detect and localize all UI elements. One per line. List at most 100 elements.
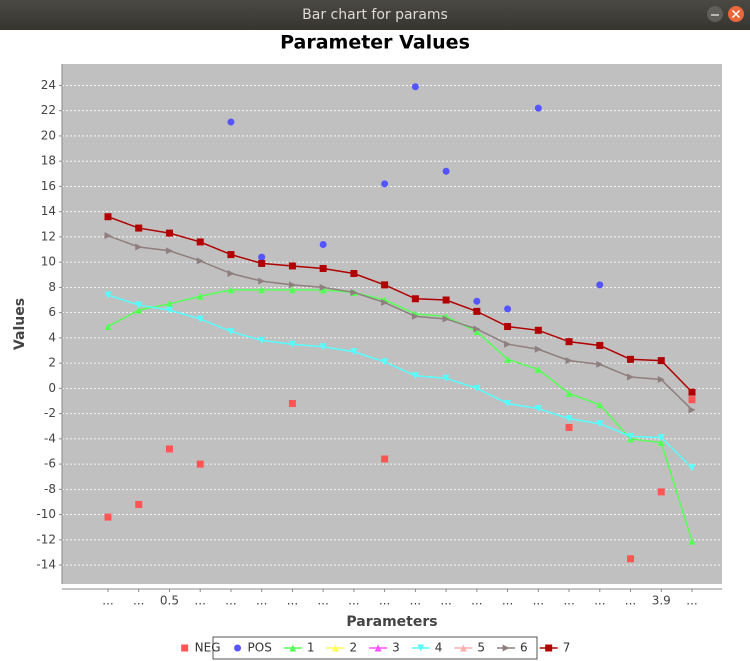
series-line: [107, 216, 693, 393]
marker: [473, 307, 481, 315]
x-tick-label: ...: [379, 594, 390, 608]
marker: [288, 281, 296, 289]
window-controls[interactable]: [707, 6, 744, 22]
marker: [688, 396, 696, 404]
marker: [688, 464, 696, 472]
marker: [596, 281, 604, 289]
x-tick-label: ...: [317, 594, 328, 608]
marker: [258, 259, 266, 267]
marker: [565, 389, 573, 397]
marker: [381, 455, 389, 463]
x-tick-label: ...: [133, 594, 144, 608]
legend-item: 3: [369, 641, 400, 655]
marker: [596, 360, 604, 368]
legend-label: 7: [563, 641, 571, 655]
legend-label: 5: [477, 641, 485, 655]
y-axis-title: Values: [12, 298, 28, 350]
legend-symbol: [289, 644, 297, 652]
y-tick-label: 10: [41, 255, 56, 269]
marker: [288, 286, 296, 294]
marker: [596, 341, 604, 349]
plot-area: [62, 64, 722, 584]
x-tick-label: ...: [194, 594, 205, 608]
y-tick-label: -6: [44, 457, 56, 471]
marker: [288, 400, 296, 408]
marker: [627, 555, 635, 563]
marker: [196, 315, 204, 323]
marker: [381, 358, 389, 366]
x-tick-label: ...: [225, 594, 236, 608]
marker: [165, 445, 173, 453]
x-tick-label: 0.5: [160, 594, 179, 608]
marker: [104, 323, 112, 331]
x-tick-label: ...: [563, 594, 574, 608]
marker: [258, 277, 266, 285]
marker: [350, 270, 358, 278]
marker: [104, 513, 112, 521]
marker: [165, 306, 173, 314]
y-tick-label: -12: [36, 532, 56, 546]
marker: [688, 537, 696, 545]
x-tick-label: ...: [287, 594, 298, 608]
x-tick-label: 3.9: [652, 594, 671, 608]
marker: [258, 286, 266, 294]
marker: [227, 118, 235, 126]
x-tick-label: ...: [410, 594, 421, 608]
marker: [473, 384, 481, 392]
legend-label: 6: [520, 641, 528, 655]
marker: [196, 460, 204, 468]
legend-items: NEG POS 1 2 3 4 5 6 7: [181, 641, 570, 655]
marker: [442, 167, 450, 175]
legend-item: NEG: [181, 641, 221, 655]
marker: [135, 224, 143, 232]
marker: [165, 300, 173, 308]
grid: -14-12-10-8-6-4-2024681012141618202224..…: [36, 78, 722, 608]
x-tick-label: ...: [348, 594, 359, 608]
marker: [473, 297, 481, 305]
marker: [165, 229, 173, 237]
marker: [319, 343, 327, 351]
marker: [473, 325, 481, 333]
marker: [104, 232, 112, 240]
marker: [135, 301, 143, 309]
marker: [381, 180, 389, 188]
legend-label: 1: [307, 641, 315, 655]
marker: [657, 434, 665, 442]
marker: [196, 238, 204, 246]
marker: [227, 270, 235, 278]
legend-label: 2: [349, 641, 357, 655]
marker: [504, 340, 512, 348]
y-tick-label: -14: [36, 558, 56, 572]
marker: [657, 357, 665, 365]
marker: [227, 251, 235, 259]
marker: [350, 288, 358, 296]
minimize-button[interactable]: [707, 6, 723, 22]
x-tick-label: ...: [502, 594, 513, 608]
marker: [504, 355, 512, 363]
y-tick-label: 0: [48, 381, 56, 395]
marker: [688, 406, 696, 414]
legend-label: 4: [435, 641, 443, 655]
marker: [227, 286, 235, 294]
close-icon: [731, 9, 741, 19]
title-bar: [0, 0, 750, 30]
marker: [165, 247, 173, 255]
marker: [411, 372, 419, 380]
legend-symbol: [459, 644, 467, 652]
marker: [135, 243, 143, 251]
marker: [350, 348, 358, 356]
marker: [688, 388, 696, 396]
legend-item: 5: [454, 641, 485, 655]
marker: [534, 104, 542, 112]
marker: [319, 283, 327, 291]
legend-label: 3: [392, 641, 400, 655]
marker: [258, 253, 266, 261]
marker: [657, 376, 665, 384]
marker: [473, 328, 481, 336]
marker: [135, 500, 143, 508]
marker: [442, 296, 450, 304]
marker: [381, 299, 389, 307]
series-line: [107, 289, 693, 542]
marker: [534, 405, 542, 413]
